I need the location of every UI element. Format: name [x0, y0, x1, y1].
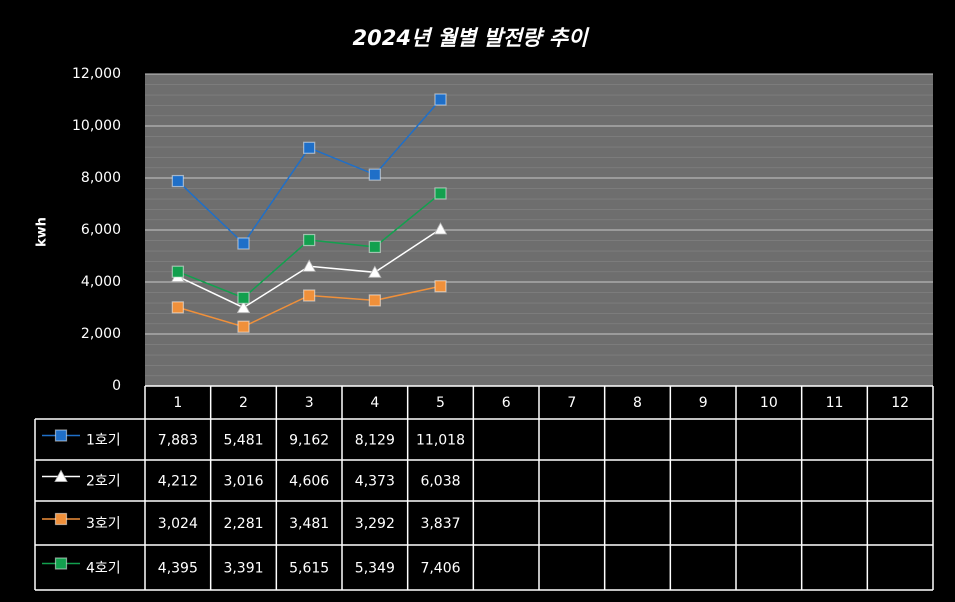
data-point [368, 240, 381, 254]
table-value: 7,883 [158, 433, 198, 449]
x-tick-label: 10 [760, 395, 778, 411]
table-value: 3,481 [289, 516, 329, 532]
data-point [303, 141, 316, 154]
table-value: 11,018 [416, 433, 465, 449]
table-value: 4,606 [289, 474, 329, 490]
table-value: 8,129 [355, 433, 395, 449]
table-value: 2,281 [223, 516, 263, 532]
data-point [171, 301, 184, 314]
y-tick-label: 10,000 [72, 118, 121, 134]
table-value: 5,481 [223, 433, 263, 449]
data-point [368, 265, 382, 278]
table-value: 9,162 [289, 433, 329, 449]
legend-label: 2호기 [86, 474, 121, 490]
data-point [302, 259, 316, 272]
x-tick-label: 5 [436, 395, 445, 411]
x-tick-label: 12 [891, 395, 909, 411]
x-tick-label: 4 [370, 395, 379, 411]
table-value: 4,373 [355, 474, 395, 490]
data-point [434, 280, 447, 293]
x-tick-label: 7 [567, 395, 576, 411]
legend-marker [54, 469, 68, 482]
table-value: 3,292 [355, 516, 395, 532]
data-point [434, 187, 447, 200]
data-point [236, 300, 251, 313]
legend-marker [54, 429, 68, 442]
table-value: 3,016 [223, 474, 263, 490]
y-tick-label: 0 [112, 378, 121, 394]
data-point [171, 265, 184, 278]
data-point [368, 294, 381, 307]
table-value: 7,406 [420, 561, 460, 577]
data-point [303, 233, 316, 247]
x-tick-label: 8 [633, 395, 642, 411]
x-tick-label: 2 [239, 395, 248, 411]
table-value: 3,391 [223, 561, 263, 577]
y-tick-label: 8,000 [81, 170, 121, 186]
legend-marker [54, 557, 68, 570]
y-tick-label: 12,000 [72, 66, 121, 82]
data-point [237, 237, 250, 250]
data-point [171, 174, 184, 188]
table-value: 4,395 [158, 561, 198, 577]
legend-label: 1호기 [86, 433, 121, 449]
data-point [303, 289, 316, 302]
data-point [368, 168, 381, 181]
table-value: 5,349 [355, 561, 395, 577]
table-value: 3,837 [420, 516, 460, 532]
data-point [237, 291, 250, 304]
table-value: 3,024 [158, 516, 198, 532]
chart-title: 2024년 월별 발전량 추이 [353, 26, 591, 50]
y-tick-label: 4,000 [81, 274, 121, 290]
table-value: 6,038 [420, 474, 460, 490]
legend-marker [54, 512, 68, 526]
x-tick-label: 3 [305, 395, 314, 411]
y-tick-label: 6,000 [81, 222, 121, 238]
y-axis-label: kwh [35, 217, 50, 247]
x-tick-label: 1 [173, 395, 182, 411]
legend-label: 4호기 [86, 561, 121, 577]
y-tick-label: 2,000 [81, 326, 121, 342]
x-tick-label: 11 [826, 395, 844, 411]
x-tick-label: 9 [699, 395, 708, 411]
data-point [434, 93, 447, 106]
table-value: 5,615 [289, 561, 329, 577]
data-point [237, 320, 250, 333]
data-point [433, 222, 448, 235]
x-tick-label: 6 [502, 395, 511, 411]
legend-label: 3호기 [86, 516, 121, 532]
table-value: 4,212 [158, 474, 198, 490]
